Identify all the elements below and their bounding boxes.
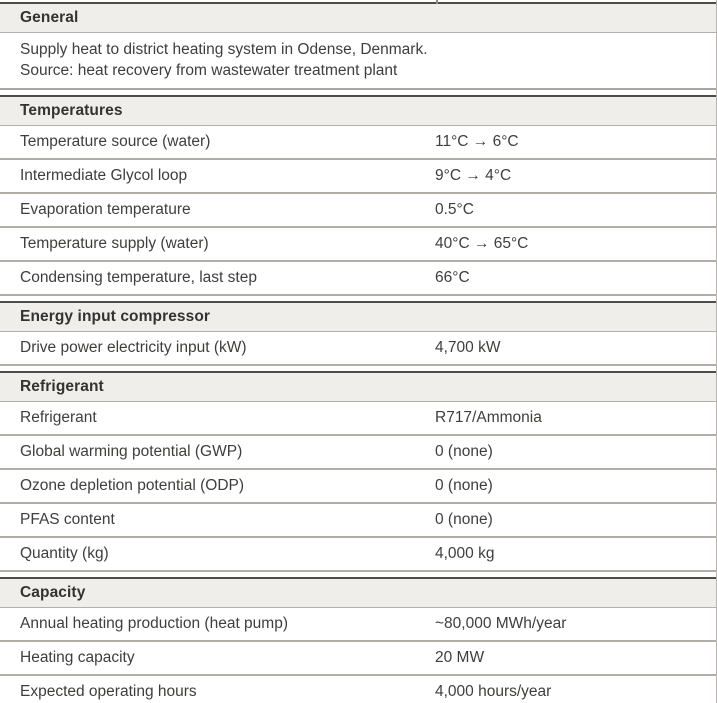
row-value: 9°C → 4°C <box>435 167 512 184</box>
table-row: Temperature supply (water) 40°C → 65°C <box>0 228 716 262</box>
section-refrigerant: Refrigerant Refrigerant R717/Ammonia Glo… <box>0 371 716 572</box>
section-header-energy-input: Energy input compressor <box>0 301 716 332</box>
table-row: Quantity (kg) 4,000 kg <box>0 538 716 572</box>
description-line-2: Source: heat recovery from wastewater tr… <box>20 62 398 79</box>
row-label: PFAS content <box>20 511 115 528</box>
row-label: Intermediate Glycol loop <box>20 167 188 184</box>
row-label: Evaporation temperature <box>20 201 191 218</box>
row-value: 0 (none) <box>435 511 493 528</box>
column-divider-artifact <box>436 0 438 4</box>
section-header-refrigerant: Refrigerant <box>0 371 716 402</box>
row-label: Heating capacity <box>20 649 135 666</box>
row-label: Temperature supply (water) <box>20 235 209 252</box>
row-label: Condensing temperature, last step <box>20 269 257 286</box>
row-label: Ozone depletion potential (ODP) <box>20 477 245 494</box>
table-row: Temperature source (water) 11°C → 6°C <box>0 126 716 160</box>
row-label: Temperature source (water) <box>20 133 211 150</box>
row-label: Expected operating hours <box>20 683 197 700</box>
row-label: Quantity (kg) <box>20 545 109 562</box>
section-capacity: Capacity Annual heating production (heat… <box>0 577 716 703</box>
table-row: Heating capacity 20 MW <box>0 642 716 676</box>
table-row: Evaporation temperature 0.5°C <box>0 194 716 228</box>
table-row: Global warming potential (GWP) 0 (none) <box>0 436 716 470</box>
row-label: Refrigerant <box>20 409 97 426</box>
table-row: Drive power electricity input (kW) 4,700… <box>0 332 716 366</box>
general-description: Supply heat to district heating system i… <box>0 33 716 90</box>
row-value: 11°C → 6°C <box>435 133 519 150</box>
table-row: PFAS content 0 (none) <box>0 504 716 538</box>
table-row: Condensing temperature, last step 66°C <box>0 262 716 296</box>
row-value: 0.5°C <box>435 201 474 218</box>
table-row: Refrigerant R717/Ammonia <box>0 402 716 436</box>
row-value: 4,000 kg <box>435 545 495 562</box>
row-value: 66°C <box>435 269 470 286</box>
row-value: ~80,000 MWh/year <box>435 615 567 632</box>
description-line-1: Supply heat to district heating system i… <box>20 41 428 58</box>
section-header-temperatures: Temperatures <box>0 95 716 126</box>
row-value: 4,700 kW <box>435 339 501 356</box>
row-value: 4,000 hours/year <box>435 683 552 700</box>
row-label: Global warming potential (GWP) <box>20 443 243 460</box>
row-value: R717/Ammonia <box>435 409 542 426</box>
row-label: Annual heating production (heat pump) <box>20 615 288 632</box>
row-value: 40°C → 65°C <box>435 235 529 252</box>
row-value: 20 MW <box>435 649 485 666</box>
section-header-general: General <box>0 2 716 33</box>
row-value: 0 (none) <box>435 443 493 460</box>
table-row: Annual heating production (heat pump) ~8… <box>0 608 716 642</box>
section-general: General Supply heat to district heating … <box>0 2 716 90</box>
table-row: Expected operating hours 4,000 hours/yea… <box>0 676 716 703</box>
section-energy-input: Energy input compressor Drive power elec… <box>0 301 716 366</box>
section-header-capacity: Capacity <box>0 577 716 608</box>
table-row: Ozone depletion potential (ODP) 0 (none) <box>0 470 716 504</box>
row-value: 0 (none) <box>435 477 493 494</box>
row-label: Drive power electricity input (kW) <box>20 339 247 356</box>
section-temperatures: Temperatures Temperature source (water) … <box>0 95 716 296</box>
table-row: Intermediate Glycol loop 9°C → 4°C <box>0 160 716 194</box>
